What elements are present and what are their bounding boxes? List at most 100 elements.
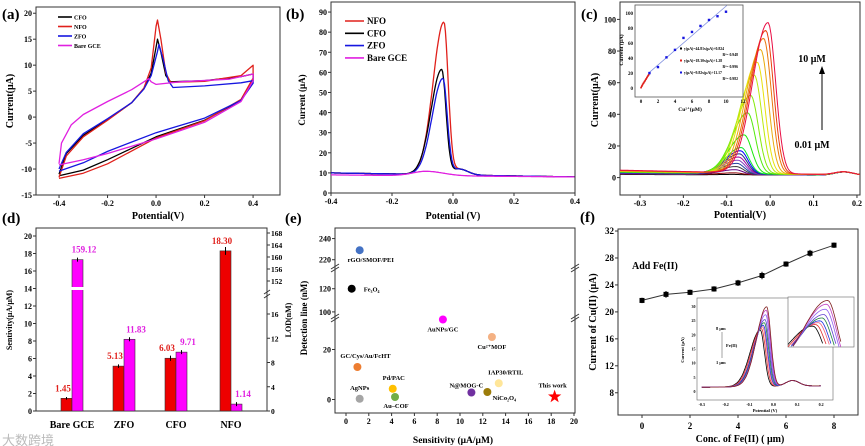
inset-x-tick-label: 10 — [723, 100, 729, 105]
y-right-tick-label: 164 — [271, 241, 283, 250]
y-tick-label: 40 — [608, 110, 616, 119]
scatter-point — [391, 393, 400, 401]
inset-data-point — [682, 36, 685, 40]
y-tick-label: 28 — [605, 253, 615, 263]
data-point — [759, 273, 765, 278]
series-line — [641, 244, 835, 301]
plot-frame-d — [35, 227, 268, 412]
y-tick-label: 8 — [610, 388, 615, 398]
watermark: 大数跨境 — [2, 434, 54, 446]
x-tick-label: 0.2 — [200, 199, 210, 208]
dpv-curve — [620, 94, 860, 175]
y-axis-label: Current (μA) — [297, 74, 307, 125]
inset-x-tick-label: 6 — [691, 100, 694, 105]
inset-y-tick-label: 20 — [628, 72, 634, 77]
y-tick-label: 18 — [24, 250, 32, 259]
y-tick-label: 12 — [24, 302, 32, 311]
y-tick-label: 2 — [28, 390, 32, 399]
y-right-tick-label: 12 — [271, 334, 279, 343]
x-tick-label: -0.4 — [53, 199, 66, 208]
y-tick-label: 32 — [605, 226, 615, 236]
fit-r2: R²= 0.996 — [722, 65, 738, 69]
fit-equation: y(μA)=44.81x(μA)+0.824 — [684, 47, 724, 51]
y-right-tick-label: 4 — [271, 383, 275, 392]
data-point — [639, 297, 645, 303]
inset-y-tick-label: 10 — [692, 361, 696, 366]
inset-arrow-mid-label: Fe(II) — [726, 343, 738, 348]
x-tick-label: 6 — [784, 421, 789, 431]
inset-fit-line-high — [649, 5, 728, 73]
y-right-tick-label: 160 — [271, 253, 283, 262]
inset-y-tick-label: 100 — [626, 12, 634, 17]
bar-sensitivity — [164, 357, 177, 412]
point-label: AuNPs/GC — [427, 327, 458, 334]
category-label: CFO — [165, 420, 186, 431]
y-tick-label: 10 — [319, 169, 327, 178]
plot-frame-a — [35, 6, 281, 196]
bar-value-label: 1.45 — [55, 383, 71, 393]
x-tick-label: 0 — [344, 417, 348, 426]
inset-data-point — [642, 82, 645, 84]
x-tick-label: 0.4 — [570, 197, 580, 206]
x-tick-label: 2 — [367, 417, 371, 426]
inset-x-tick-label: 0 — [640, 100, 643, 105]
x-tick-label: 0.0 — [151, 199, 161, 208]
legend-label: ZFO — [367, 41, 386, 51]
inset-y-tick-label: 25 — [692, 318, 696, 323]
y-tick-label: 20 — [605, 307, 615, 317]
y-tick-label: -15 — [21, 191, 32, 200]
scatter-point — [487, 333, 496, 341]
bar-value-label: 6.03 — [159, 343, 175, 353]
zoom-dpv-curve — [792, 299, 842, 347]
inset-x-tick-label: 8 — [708, 100, 711, 105]
inset-data-point — [716, 15, 719, 18]
x-axis-label: Sensitivity (μA/μM) — [413, 435, 493, 446]
x-tick-label: 0.0 — [448, 197, 458, 206]
bar-sensitivity — [60, 398, 73, 412]
inset-x-tick-label: -0.1 — [746, 402, 752, 407]
x-tick-label: -0.2 — [386, 197, 399, 206]
x-tick-label: 4 — [736, 421, 741, 431]
plot-frame-c — [619, 1, 861, 196]
y-tick-label: 30 — [319, 129, 327, 138]
inset-data-point — [645, 78, 647, 80]
panel-label: (d) — [2, 211, 20, 227]
inset-y-tick-label: 80 — [628, 27, 634, 32]
x-tick-label: -0.3 — [634, 199, 647, 208]
x-tick-label: 12 — [479, 417, 487, 426]
inset-y-tick-label: 20 — [692, 332, 696, 337]
bar-lod — [175, 351, 188, 412]
inset-y-tick-label: 0 — [694, 389, 696, 394]
inset-data-point — [647, 74, 650, 76]
cv-curve-bare-gce — [58, 73, 254, 166]
inset-data-point — [641, 85, 643, 87]
x-tick-label: 10 — [456, 417, 464, 426]
inset-data-point — [646, 76, 648, 79]
y-tick-label: 90 — [319, 8, 327, 17]
axis-break-mark — [330, 313, 340, 323]
panel-label: (a) — [2, 7, 20, 23]
inset-y-axis-label: Current (μA) — [680, 337, 685, 363]
y-right-tick-label: 152 — [271, 277, 283, 286]
x-tick-label: 0.1 — [809, 199, 819, 208]
y-tick-label: 60 — [608, 79, 616, 88]
inset-dpv-curve — [701, 306, 821, 388]
y-tick-label: 14 — [24, 285, 32, 294]
y-tick-label: 16 — [24, 267, 32, 276]
point-label: Pd/PAC — [383, 375, 406, 382]
y-right-tick-label: 168 — [271, 229, 283, 238]
data-point — [807, 250, 813, 256]
panel-label: (b) — [286, 7, 304, 23]
annotation-low: 0.01 μM — [794, 140, 830, 151]
x-tick-label: 14 — [502, 417, 510, 426]
data-point — [711, 286, 717, 292]
legend-label: NFO — [367, 16, 386, 26]
y-tick-label: 20 — [608, 142, 616, 151]
point-label: AgNPs — [350, 385, 370, 392]
axis-break-mark — [330, 263, 340, 273]
y-axis-label: Current(μA) — [590, 73, 601, 127]
dpv-curve — [620, 22, 860, 175]
category-label: Bare GCE — [50, 420, 95, 431]
x-tick-label: 0.2 — [509, 197, 519, 206]
inset-y-tick-label: 30 — [692, 304, 696, 309]
